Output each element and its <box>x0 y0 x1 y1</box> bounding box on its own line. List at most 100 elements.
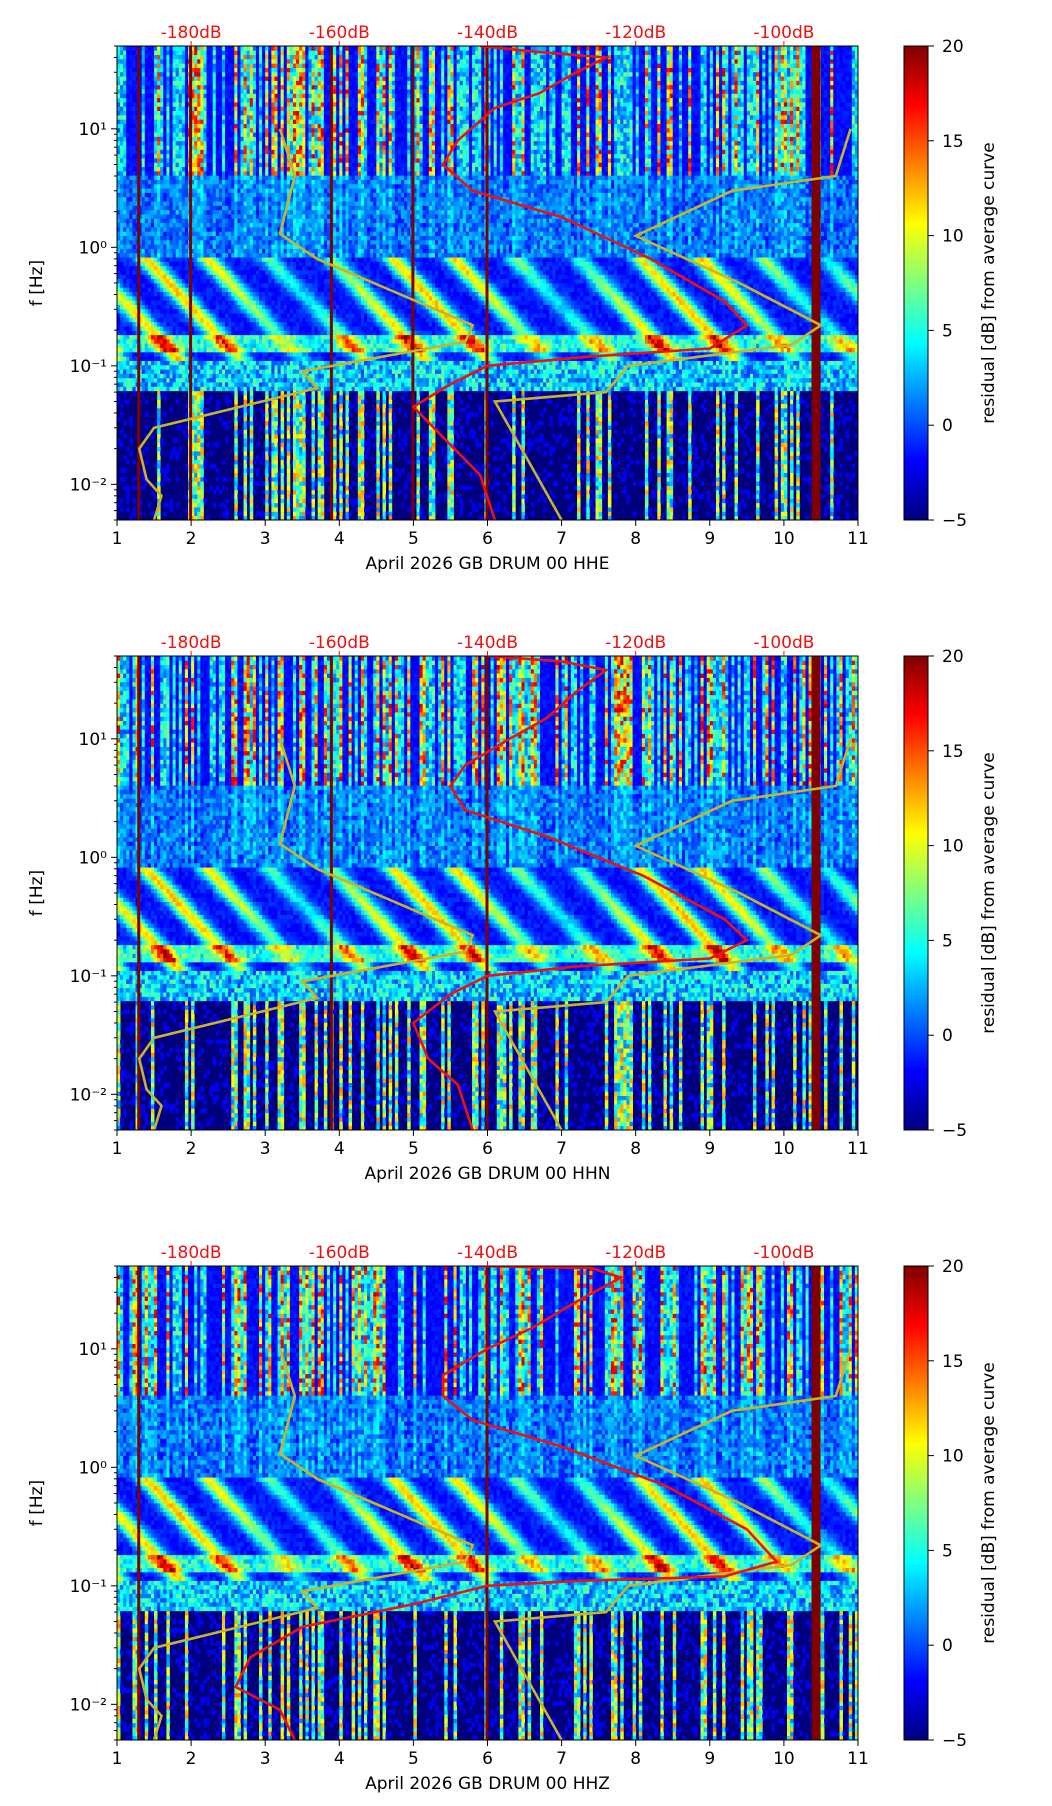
heatmap-cell <box>225 93 228 98</box>
heatmap-cell <box>256 106 259 111</box>
heatmap-cell <box>194 270 197 275</box>
heatmap-cell <box>160 205 163 210</box>
heatmap-cell <box>253 270 256 275</box>
heatmap-cell <box>163 68 166 73</box>
heatmap-cell <box>231 59 234 64</box>
heatmap-cell <box>142 175 145 180</box>
heatmap-cell <box>182 63 185 68</box>
heatmap-cell <box>179 326 182 331</box>
heatmap-cell <box>148 80 151 85</box>
heatmap-cell <box>163 55 166 60</box>
heatmap-cell <box>151 175 154 180</box>
heatmap-cell <box>259 511 262 516</box>
heatmap-cell <box>268 124 271 129</box>
heatmap-cell <box>129 261 132 266</box>
heatmap-cell <box>219 98 222 103</box>
heatmap-cell <box>265 98 268 103</box>
heatmap-cell <box>219 249 222 254</box>
heatmap-cell <box>241 244 244 249</box>
heatmap-cell <box>166 309 169 314</box>
heatmap-cell <box>173 240 176 245</box>
heatmap-cell <box>281 68 284 73</box>
heatmap-cell <box>194 447 197 452</box>
heatmap-cell <box>203 68 206 73</box>
heatmap-cell <box>145 85 148 90</box>
heatmap-cell <box>179 115 182 120</box>
heatmap-cell <box>200 455 203 460</box>
heatmap-cell <box>151 373 154 378</box>
heatmap-cell <box>142 240 145 245</box>
heatmap-cell <box>256 326 259 331</box>
heatmap-cell <box>142 352 145 357</box>
heatmap-cell <box>271 180 274 185</box>
heatmap-cell <box>151 309 154 314</box>
heatmap-cell <box>194 421 197 426</box>
heatmap-cell <box>256 132 259 137</box>
heatmap-cell <box>265 72 268 77</box>
heatmap-cell <box>231 158 234 163</box>
heatmap-cell <box>271 309 274 314</box>
heatmap-cell <box>241 162 244 167</box>
heatmap-cell <box>145 201 148 206</box>
heatmap-cell <box>207 102 210 107</box>
heatmap-cell <box>194 292 197 297</box>
heatmap-cell <box>271 72 274 77</box>
heatmap-cell <box>120 106 123 111</box>
heatmap-cell <box>231 330 234 335</box>
heatmap-cell <box>197 50 200 55</box>
heatmap-cell <box>120 322 123 327</box>
heatmap-cell <box>173 266 176 271</box>
heatmap-cell <box>241 167 244 172</box>
heatmap-cell <box>203 180 206 185</box>
heatmap-cell <box>228 50 231 55</box>
heatmap-cell <box>274 330 277 335</box>
heatmap-cell <box>225 253 228 258</box>
heatmap-cell <box>169 136 172 141</box>
heatmap-cell <box>259 330 262 335</box>
heatmap-cell <box>117 503 120 508</box>
heatmap-cell <box>169 227 172 232</box>
heatmap-cell <box>163 149 166 154</box>
heatmap-cell <box>265 266 268 271</box>
heatmap-cell <box>219 180 222 185</box>
heatmap-cell <box>244 223 247 228</box>
heatmap-cell <box>176 386 179 391</box>
heatmap-cell <box>132 98 135 103</box>
heatmap-cell <box>216 145 219 150</box>
heatmap-cell <box>151 98 154 103</box>
heatmap-cell <box>148 59 151 64</box>
heatmap-cell <box>173 352 176 357</box>
heatmap-cell <box>123 335 126 340</box>
heatmap-cell <box>197 408 200 413</box>
heatmap-cell <box>148 343 151 348</box>
heatmap-cell <box>163 257 166 262</box>
heatmap-cell <box>271 136 274 141</box>
heatmap-cell <box>281 197 284 202</box>
heatmap-cell <box>259 85 262 90</box>
heatmap-cell <box>231 89 234 94</box>
heatmap-cell <box>203 158 206 163</box>
heatmap-cell <box>166 313 169 318</box>
heatmap-cell <box>253 460 256 465</box>
heatmap-cell <box>231 339 234 344</box>
heatmap-cell <box>265 330 268 335</box>
heatmap-cell <box>203 80 206 85</box>
heatmap-cell <box>241 59 244 64</box>
heatmap-cell <box>179 124 182 129</box>
heatmap-cell <box>207 378 210 383</box>
heatmap-cell <box>225 50 228 55</box>
heatmap-cell <box>200 98 203 103</box>
heatmap-cell <box>247 63 250 68</box>
heatmap-cell <box>228 145 231 150</box>
heatmap-cell <box>129 365 132 370</box>
heatmap-cell <box>166 335 169 340</box>
heatmap-cell <box>225 102 228 107</box>
heatmap-cell <box>247 55 250 60</box>
heatmap-cell <box>173 296 176 301</box>
heatmap-cell <box>185 240 188 245</box>
heatmap-cell <box>247 93 250 98</box>
heatmap-cell <box>166 197 169 202</box>
heatmap-cell <box>265 287 268 292</box>
heatmap-cell <box>234 253 237 258</box>
heatmap-cell <box>244 59 247 64</box>
